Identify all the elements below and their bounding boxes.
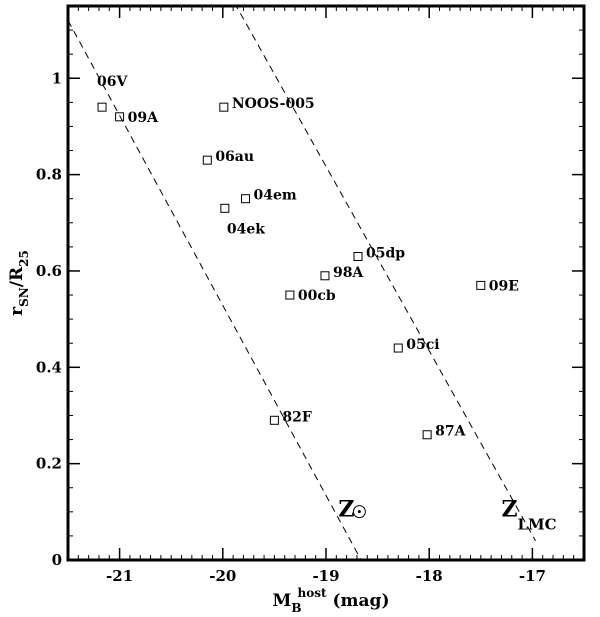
point-label-06au: 06au — [215, 149, 254, 165]
point-label-06V: 06V — [97, 74, 128, 90]
y-tick-label: 1 — [52, 69, 62, 87]
data-point-09A — [115, 112, 125, 122]
point-label-82F: 82F — [282, 409, 311, 425]
point-label-05dp: 05dp — [366, 246, 405, 262]
x-tick-label: -20 — [209, 567, 236, 585]
annotation-z-sun-label: Z — [338, 497, 354, 523]
point-label-04ek: 04ek — [227, 221, 265, 237]
data-point-98A — [320, 271, 330, 281]
sun-symbol-dot-icon — [357, 510, 361, 514]
reference-lines — [68, 6, 536, 560]
data-point-09E — [476, 280, 486, 290]
y-tick-label: 0.6 — [36, 262, 62, 280]
y-axis-title: rSN/R25 — [7, 250, 31, 316]
point-label-09A: 09A — [128, 110, 159, 126]
data-point-05dp — [353, 252, 363, 262]
data-point-04ek — [220, 203, 230, 213]
annotation-z-lmc-label: Z — [501, 497, 517, 523]
point-label-00cb: 00cb — [298, 288, 336, 304]
x-tick-label: -21 — [106, 567, 133, 585]
data-point-06V — [97, 102, 107, 112]
data-point-87A — [422, 430, 432, 440]
point-label-NOOS-005: NOOS-005 — [232, 96, 315, 112]
y-tick-label: 0 — [52, 551, 62, 569]
data-point-05ci — [393, 343, 403, 353]
reference-line-lmc — [235, 6, 536, 541]
data-point-00cb — [285, 290, 295, 300]
sun-symbol-icon — [352, 505, 366, 519]
data-point-04em — [241, 194, 251, 204]
y-axis: 0 0.2 0.4 0.6 0.8 1 — [36, 5, 584, 569]
reference-line-solar — [68, 20, 362, 560]
annotation-z-lmc-sub: LMC — [517, 516, 556, 534]
data-point-82F — [269, 415, 279, 425]
annotation-z-sun: Z — [338, 497, 366, 523]
data-point-NOOS-005 — [219, 102, 229, 112]
point-label-04em: 04em — [254, 188, 297, 204]
x-axis: -21 -20 -19 -18 -17 — [67, 6, 585, 585]
x-tick-label: -18 — [416, 567, 443, 585]
point-label-87A: 87A — [435, 424, 466, 440]
point-label-98A: 98A — [333, 265, 364, 281]
x-tick-label: -17 — [519, 567, 546, 585]
y-tick-label: 0.8 — [36, 166, 62, 184]
data-point-06au — [202, 155, 212, 165]
y-tick-label: 0.4 — [36, 358, 62, 376]
x-tick-label: -19 — [312, 567, 339, 585]
x-axis-title: MBhost (mag) — [273, 586, 390, 615]
point-label-05ci: 05ci — [406, 337, 439, 353]
point-label-09E: 09E — [489, 278, 519, 294]
y-tick-label: 0.2 — [36, 455, 62, 473]
